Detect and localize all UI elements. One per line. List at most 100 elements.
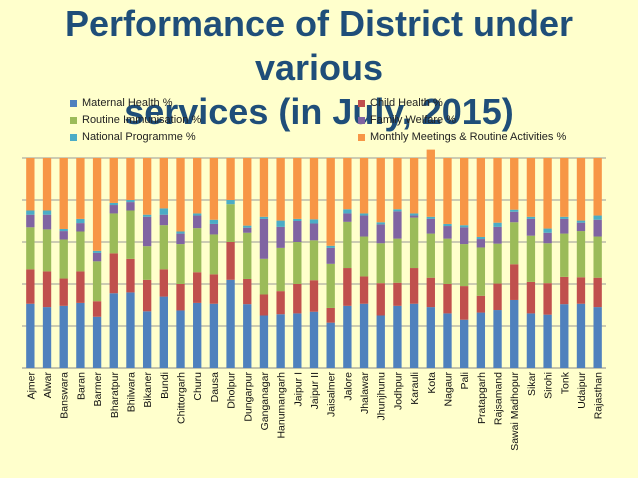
bar-rajasthan-maternal-health: [593, 307, 602, 368]
bar-pali-family-welfare: [460, 227, 469, 245]
x-tick-label-bharatpur: Bharatpur: [109, 372, 121, 419]
bar-barmer-monthly-meetings-routine-activities: [92, 158, 102, 251]
legend-label-routine-immunisation: Routine Immunisation %: [82, 114, 202, 126]
bar-udaipur-national-programme: [576, 220, 586, 223]
bar-ganganagar-monthly-meetings-routine-activities: [259, 158, 269, 217]
bar-jaipur-i-national-programme: [293, 218, 302, 221]
x-tick-label-pratapgarh: Pratapgarh: [476, 372, 488, 424]
bar-banswara-child-health: [59, 278, 68, 306]
bar-bharatpur-monthly-meetings-routine-activities: [109, 158, 118, 203]
bar-ajmer-maternal-health: [26, 303, 35, 368]
bar-dungarpur-maternal-health: [243, 304, 252, 368]
x-tick-label-kota: Kota: [426, 372, 438, 394]
bar-rajsamand-national-programme: [493, 222, 502, 227]
x-tick-label-hanumangarh: Hanumangarh: [276, 372, 288, 439]
x-tick-label-bundi: Bundi: [159, 372, 171, 399]
bar-banswara-national-programme: [59, 228, 68, 232]
bar-dholpur-maternal-health: [226, 279, 235, 368]
bar-jaipur-ii-national-programme: [309, 219, 319, 224]
bar-sawai-madhopur-monthly-meetings-routine-activities: [510, 158, 519, 210]
legend-swatch-national-programme: [70, 133, 77, 141]
bar-bundi-family-welfare: [159, 214, 168, 226]
bar-bharatpur-routine-immunisation: [109, 213, 118, 254]
bar-dholpur-national-programme: [226, 200, 235, 205]
legend-item-monthly-meetings: Monthly Meetings & Routine Activities %: [358, 131, 566, 143]
bar-pratapgarh-family-welfare: [476, 239, 486, 248]
legend-item-maternal-health: Maternal Health %: [70, 97, 173, 109]
x-tick-label-banswara: Banswara: [59, 372, 71, 419]
bar-bikaner-child-health: [142, 279, 152, 312]
legend-label-maternal-health: Maternal Health %: [82, 97, 173, 109]
bar-bharatpur-child-health: [109, 253, 118, 294]
bar-jhunjhunu-maternal-health: [376, 315, 385, 368]
bar-jodhpur-child-health: [393, 282, 402, 306]
bar-jaipur-ii-maternal-health: [309, 311, 319, 368]
bar-jaipur-ii-family-welfare: [309, 223, 319, 241]
bar-sawai-madhopur-routine-immunisation: [510, 222, 519, 265]
x-tick-label-pali: Pali: [459, 372, 471, 390]
bar-jaipur-i-maternal-health: [293, 313, 302, 368]
bar-sirohi-monthly-meetings-routine-activities: [543, 158, 552, 229]
bar-pratapgarh-monthly-meetings-routine-activities: [476, 158, 486, 237]
x-tick-label-jaisalmer: Jaisalmer: [326, 372, 338, 417]
bar-pratapgarh-national-programme: [476, 236, 486, 240]
bar-dholpur-child-health: [226, 242, 235, 280]
legend-label-child-health: Child Health %: [370, 97, 443, 109]
x-tick-label-jodhpur: Jodhpur: [392, 372, 404, 410]
bar-kota-child-health: [426, 277, 435, 308]
bar-bhilwara-maternal-health: [126, 292, 135, 368]
x-tick-label-ajmer: Ajmer: [25, 371, 37, 399]
bar-bhilwara-routine-immunisation: [126, 210, 135, 259]
bar-jaipur-i-child-health: [293, 284, 302, 314]
bar-karauli-family-welfare: [409, 215, 419, 218]
bar-pali-maternal-health: [460, 319, 469, 368]
bar-tonk-child-health: [560, 276, 569, 305]
bar-pali-child-health: [460, 286, 469, 320]
bar-chittorgarh-national-programme: [176, 231, 185, 234]
bar-tonk-routine-immunisation: [560, 233, 569, 277]
x-tick-label-dausa: Dausa: [209, 372, 221, 403]
x-tick-label-udaipur: Udaipur: [576, 372, 588, 409]
legend-label-monthly-meetings: Monthly Meetings & Routine Activities %: [370, 131, 567, 143]
bar-rajasthan-national-programme: [593, 215, 602, 220]
bar-jhunjhunu-monthly-meetings-routine-activities: [376, 158, 385, 223]
x-tick-label-dungarpur: Dungarpur: [242, 372, 254, 422]
bar-sawai-madhopur-child-health: [510, 264, 519, 300]
legend-swatch-maternal-health: [70, 99, 77, 107]
bar-bikaner-family-welfare: [142, 216, 152, 247]
x-tick-label-barmer: Barmer: [92, 372, 104, 407]
x-tick-label-alwar: Alwar: [42, 372, 54, 399]
x-tick-label-chittorgarh: Chittorgarh: [176, 372, 188, 424]
bar-rajsamand-routine-immunisation: [493, 243, 502, 284]
bar-tonk-maternal-health: [560, 304, 569, 368]
bar-sawai-madhopur-maternal-health: [510, 299, 519, 368]
bar-jodhpur-monthly-meetings-routine-activities: [393, 158, 402, 210]
bar-churu-maternal-health: [193, 302, 202, 368]
bar-bikaner-maternal-health: [142, 311, 152, 368]
bar-baran-routine-immunisation: [76, 231, 85, 272]
bar-jhalawar-national-programme: [359, 213, 369, 216]
legend-label-family-welfare: Family Welfare %: [370, 114, 456, 126]
bar-jaipur-ii-routine-immunisation: [309, 240, 319, 281]
x-tick-label-tonk: Tonk: [559, 371, 571, 394]
bar-pali-monthly-meetings-routine-activities: [460, 158, 469, 226]
bar-sikar-monthly-meetings-routine-activities: [526, 158, 536, 217]
bar-alwar-child-health: [42, 271, 52, 308]
bar-baran-child-health: [76, 271, 85, 303]
bar-barmer-family-welfare: [92, 252, 102, 262]
bar-banswara-monthly-meetings-routine-activities: [59, 158, 68, 229]
x-tick-label-nagaur: Nagaur: [442, 372, 454, 407]
x-tick-label-bhilwara: Bhilwara: [125, 372, 137, 412]
bar-jhunjhunu-family-welfare: [376, 224, 385, 244]
bar-bikaner-monthly-meetings-routine-activities: [142, 158, 152, 215]
bar-jaisalmer-family-welfare: [326, 247, 335, 264]
legend-item-child-health: Child Health %: [358, 97, 443, 109]
bar-jaisalmer-child-health: [326, 307, 335, 323]
bar-sawai-madhopur-family-welfare: [510, 211, 519, 223]
bar-barmer-maternal-health: [92, 316, 102, 368]
bar-alwar-national-programme: [42, 210, 52, 215]
bar-churu-family-welfare: [193, 215, 202, 229]
chart-title-line-1: Performance of District under various: [64, 3, 574, 88]
legend-swatch-family-welfare: [358, 116, 365, 124]
